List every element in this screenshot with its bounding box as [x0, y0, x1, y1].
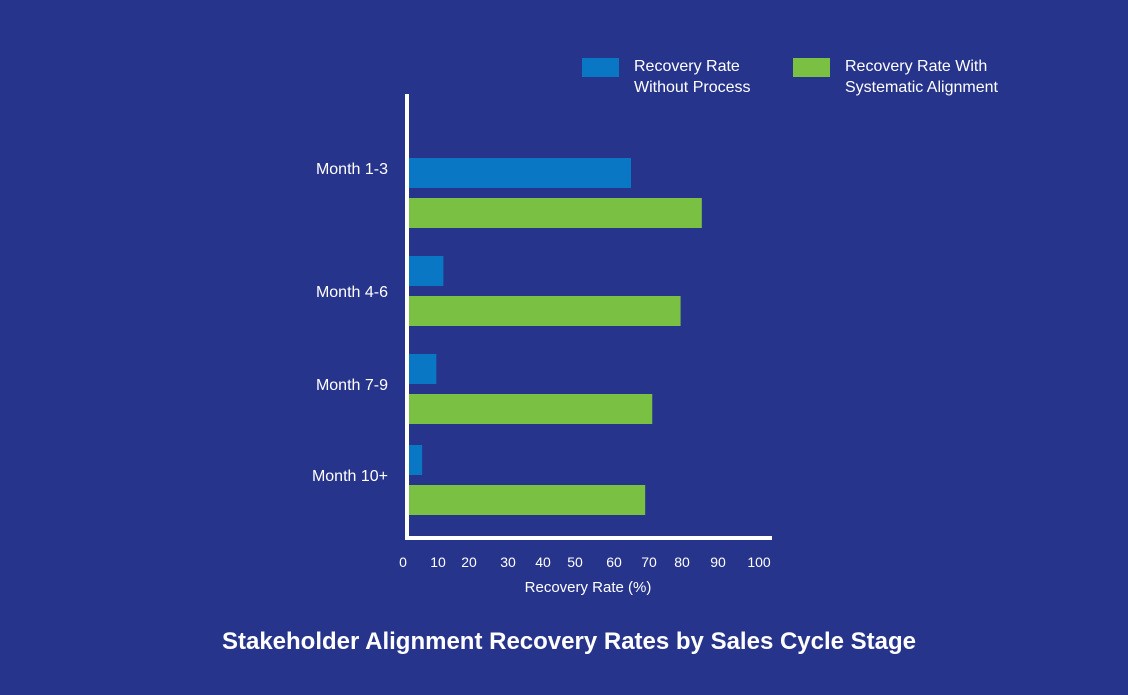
x-tick-label: 50: [567, 554, 583, 570]
x-tick-label: 60: [606, 554, 622, 570]
category-label: Month 10+: [312, 468, 388, 485]
x-tick-label: 90: [710, 554, 726, 570]
x-tick-label: 30: [500, 554, 516, 570]
legend-label: Recovery Rate Without Process: [634, 58, 750, 96]
x-tick-label: 20: [461, 554, 477, 570]
x-axis-title: Recovery Rate (%): [525, 579, 652, 596]
category-label: Month 1-3: [316, 161, 388, 178]
x-tick-label: 70: [641, 554, 657, 570]
legend: Recovery Rate Without Process Recovery Rat…: [582, 58, 999, 96]
legend-swatch: [793, 58, 830, 77]
bar-without-process-1: [408, 158, 632, 188]
chart-title: Stakeholder Alignment Recovery Rates by …: [222, 628, 916, 655]
bar-with-alignment-2: [408, 296, 681, 326]
category-label: Month 7-9: [316, 377, 388, 394]
x-tick-label: 100: [747, 554, 771, 570]
x-tick-label: 80: [674, 554, 690, 570]
bar-without-process-2: [408, 256, 444, 286]
bar-with-alignment-3: [408, 394, 653, 424]
legend-label: Recovery Rate With Systematic Alignment: [845, 58, 999, 96]
axes: [405, 94, 772, 540]
category-label: Month 4-6: [316, 284, 388, 301]
category-labels: Month 1-3 Month 4-6 Month 7-9 Month 10+: [312, 161, 388, 485]
bar-with-alignment-4: [408, 485, 646, 515]
x-tick-label: 40: [535, 554, 551, 570]
bars: [408, 158, 702, 515]
bar-without-process-3: [408, 354, 437, 384]
bar-with-alignment-1: [408, 198, 702, 228]
bar-without-process-4: [408, 445, 423, 475]
x-tick-label: 0: [399, 554, 407, 570]
legend-swatch: [582, 58, 619, 77]
x-tick-labels: 0 10 20 30 40 50 60 70 80 90 100: [399, 554, 771, 570]
x-tick-label: 10: [430, 554, 446, 570]
